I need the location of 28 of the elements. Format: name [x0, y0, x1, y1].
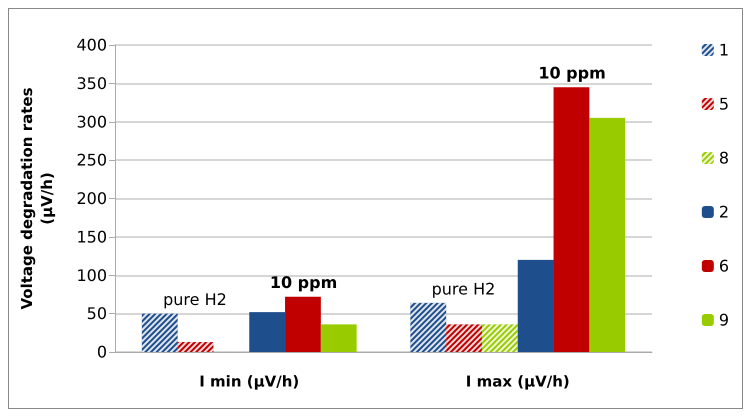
bar [518, 260, 554, 352]
bar [249, 312, 286, 352]
legend-label: 5 [718, 94, 730, 114]
x-tick-label: I max (µV/h) [466, 372, 570, 390]
legend-label: 8 [718, 148, 730, 168]
y-tick-label: 400 [76, 36, 107, 54]
bar [320, 324, 357, 352]
legend-label: 9 [718, 310, 730, 330]
legend-label: 6 [718, 256, 730, 276]
legend-label: 2 [718, 202, 730, 222]
x-tick-label: I min (µV/h) [199, 372, 300, 390]
annotation: 10 ppm [270, 273, 338, 292]
bar [554, 87, 590, 352]
y-axis-title: Voltage degradation rates (µV/h) [18, 87, 56, 310]
annotation: pure H2 [163, 290, 227, 310]
y-tick-label: 100 [76, 266, 107, 285]
annotation: 10 ppm [538, 64, 606, 83]
y-tick-label: 150 [76, 227, 107, 246]
y-tick-label: 50 [86, 304, 107, 324]
y-tick-label: 250 [76, 150, 107, 170]
bar [285, 296, 321, 352]
y-tick-label: 0 [96, 342, 107, 362]
annotation: pure H2 [432, 279, 496, 298]
legend-label: 1 [718, 40, 730, 60]
y-tick-label: 300 [76, 112, 107, 132]
y-tick-label: 200 [76, 189, 107, 208]
bar [589, 118, 626, 352]
y-tick-label: 350 [76, 74, 107, 93]
